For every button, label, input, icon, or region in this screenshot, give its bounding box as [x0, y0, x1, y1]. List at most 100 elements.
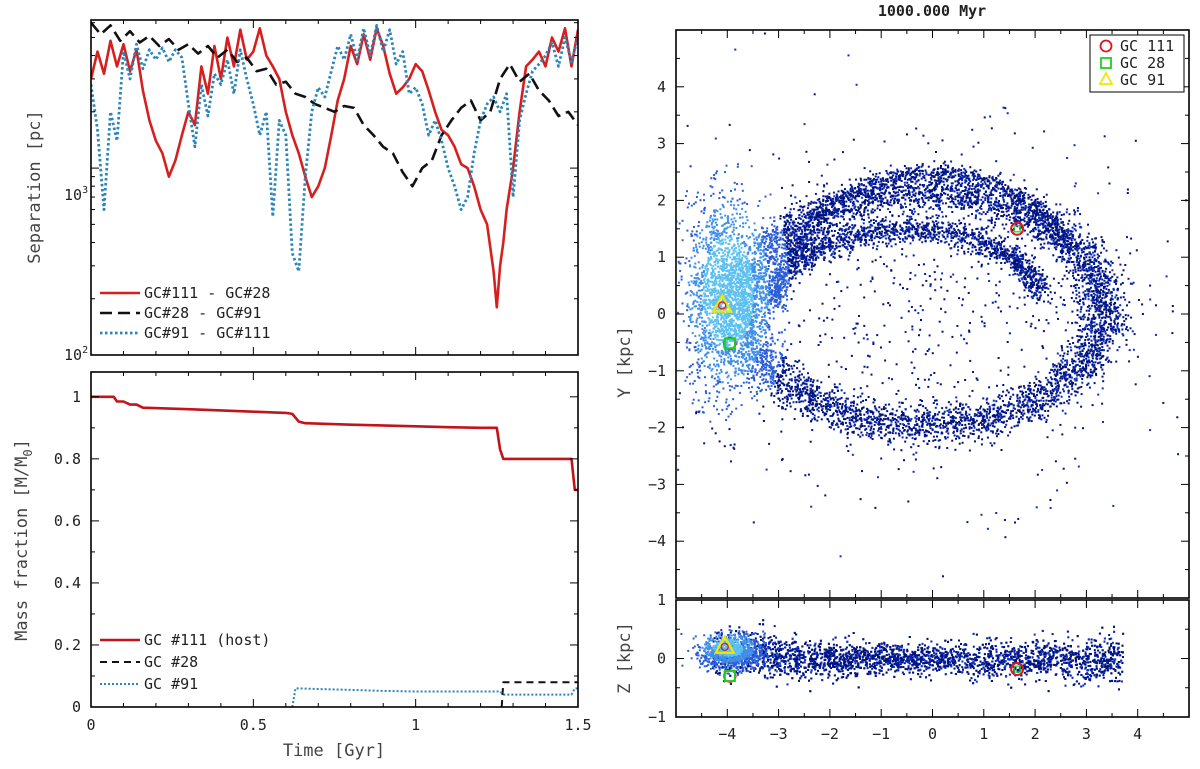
xy-particle: [749, 287, 752, 290]
xy-particle: [1044, 225, 1047, 228]
xy-particle: [918, 190, 921, 193]
xy-particle: [930, 183, 932, 186]
xy-particle: [884, 414, 887, 417]
xy-particle: [1074, 211, 1077, 214]
xy-particle: [1105, 339, 1108, 342]
xy-particle: [901, 436, 904, 439]
xy-particle: [1118, 346, 1121, 349]
xy-particle: [1024, 404, 1027, 407]
xy-particle: [942, 188, 945, 191]
xy-particle: [761, 362, 764, 365]
xy-particle: [1098, 316, 1101, 319]
xy-particle: [761, 278, 764, 281]
xy-particle: [1061, 361, 1064, 364]
xy-particle: [1099, 349, 1102, 352]
xy-particle: [780, 354, 783, 357]
xy-particle: [1042, 346, 1045, 349]
xy-particle: [807, 202, 810, 205]
xy-particle: [1054, 229, 1057, 232]
xy-particle: [1087, 232, 1090, 235]
xy-particle: [1085, 267, 1088, 270]
xy-particle: [748, 353, 751, 355]
xy-particle: [836, 410, 838, 413]
xy-particle: [965, 177, 968, 180]
xy-particle: [736, 318, 739, 321]
xy-particle: [1072, 260, 1075, 263]
xy-particle: [1026, 396, 1029, 399]
xy-particle: [966, 189, 969, 192]
xy-particle: [1093, 350, 1095, 352]
xy-particle: [961, 413, 964, 416]
xy-particle: [946, 197, 949, 200]
xy-particle: [1082, 250, 1085, 253]
xy-particle: [756, 350, 759, 353]
xy-particle: [888, 439, 891, 442]
xy-particle: [895, 427, 898, 430]
xy-particle: [950, 194, 953, 197]
xy-particle: [1103, 308, 1106, 311]
xy-particle: [927, 418, 930, 421]
xy-particle: [1124, 314, 1127, 317]
xy-particle: [873, 415, 876, 418]
xy-particle: [1016, 219, 1019, 222]
xy-particle: [754, 250, 757, 253]
xy-particle: [828, 420, 830, 423]
xy-particle: [1092, 351, 1095, 354]
xy-particle: [784, 243, 786, 246]
xy-particle: [753, 314, 756, 317]
xy-particle: [1071, 383, 1074, 386]
xy-particle: [752, 348, 755, 351]
xy-particle: [1070, 261, 1073, 263]
xy-particle: [884, 407, 887, 410]
xy-particle: [1035, 378, 1038, 381]
xy-particle: [761, 275, 764, 278]
xy-particle: [741, 335, 744, 338]
xy-particle: [1076, 264, 1079, 267]
xy-particle: [1094, 331, 1097, 333]
mass-series-0: [91, 395, 578, 492]
xy-particle: [1035, 223, 1037, 226]
xy-particle: [753, 289, 756, 292]
xy-particle: [768, 288, 771, 291]
xy-particle: [1068, 398, 1071, 401]
xy-particle: [994, 204, 997, 207]
xy-particle: [964, 413, 967, 416]
xy-particle: [757, 243, 760, 246]
xy-particle: [961, 403, 964, 406]
xy-particle: [810, 218, 813, 221]
xy-particle: [801, 415, 804, 417]
xy-particle: [756, 291, 758, 294]
xy-particle: [954, 180, 957, 183]
xy-particle: [754, 265, 757, 268]
xy-particle: [926, 412, 929, 415]
xy-particle: [1106, 275, 1109, 278]
xy-particle: [842, 415, 845, 418]
mass-panel: 00.20.40.60.810 0.5 1 1.5 Mass fraction [M/…: [12, 371, 592, 761]
xy-particle: [1105, 309, 1108, 312]
xy-particle: [942, 426, 945, 429]
xy-particle: [1093, 370, 1096, 373]
xy-particle: [762, 382, 765, 385]
xy-particle: [967, 435, 970, 438]
xy-particle: [961, 424, 964, 426]
xy-particle: [984, 213, 987, 215]
xy-particle: [814, 399, 817, 402]
xy-particle: [904, 398, 907, 401]
xy-particle: [1009, 188, 1012, 191]
xy-particle: [1072, 269, 1075, 272]
xy-particle: [887, 431, 890, 434]
xy-particle: [747, 346, 750, 349]
xy-particle: [842, 204, 845, 207]
xy-particle: [1070, 376, 1073, 379]
xy-particle: [739, 342, 742, 345]
xy-particle: [1039, 404, 1041, 407]
xy-particle: [783, 225, 786, 228]
xy-particle: [951, 415, 954, 418]
xy-particle: [1000, 421, 1003, 423]
xy-particle: [1060, 395, 1063, 398]
xy-particle: [852, 395, 855, 398]
xy-particle: [1114, 318, 1117, 321]
xy-particle: [800, 243, 803, 246]
xy-particle: [1060, 359, 1063, 362]
xy-particle: [913, 210, 916, 213]
